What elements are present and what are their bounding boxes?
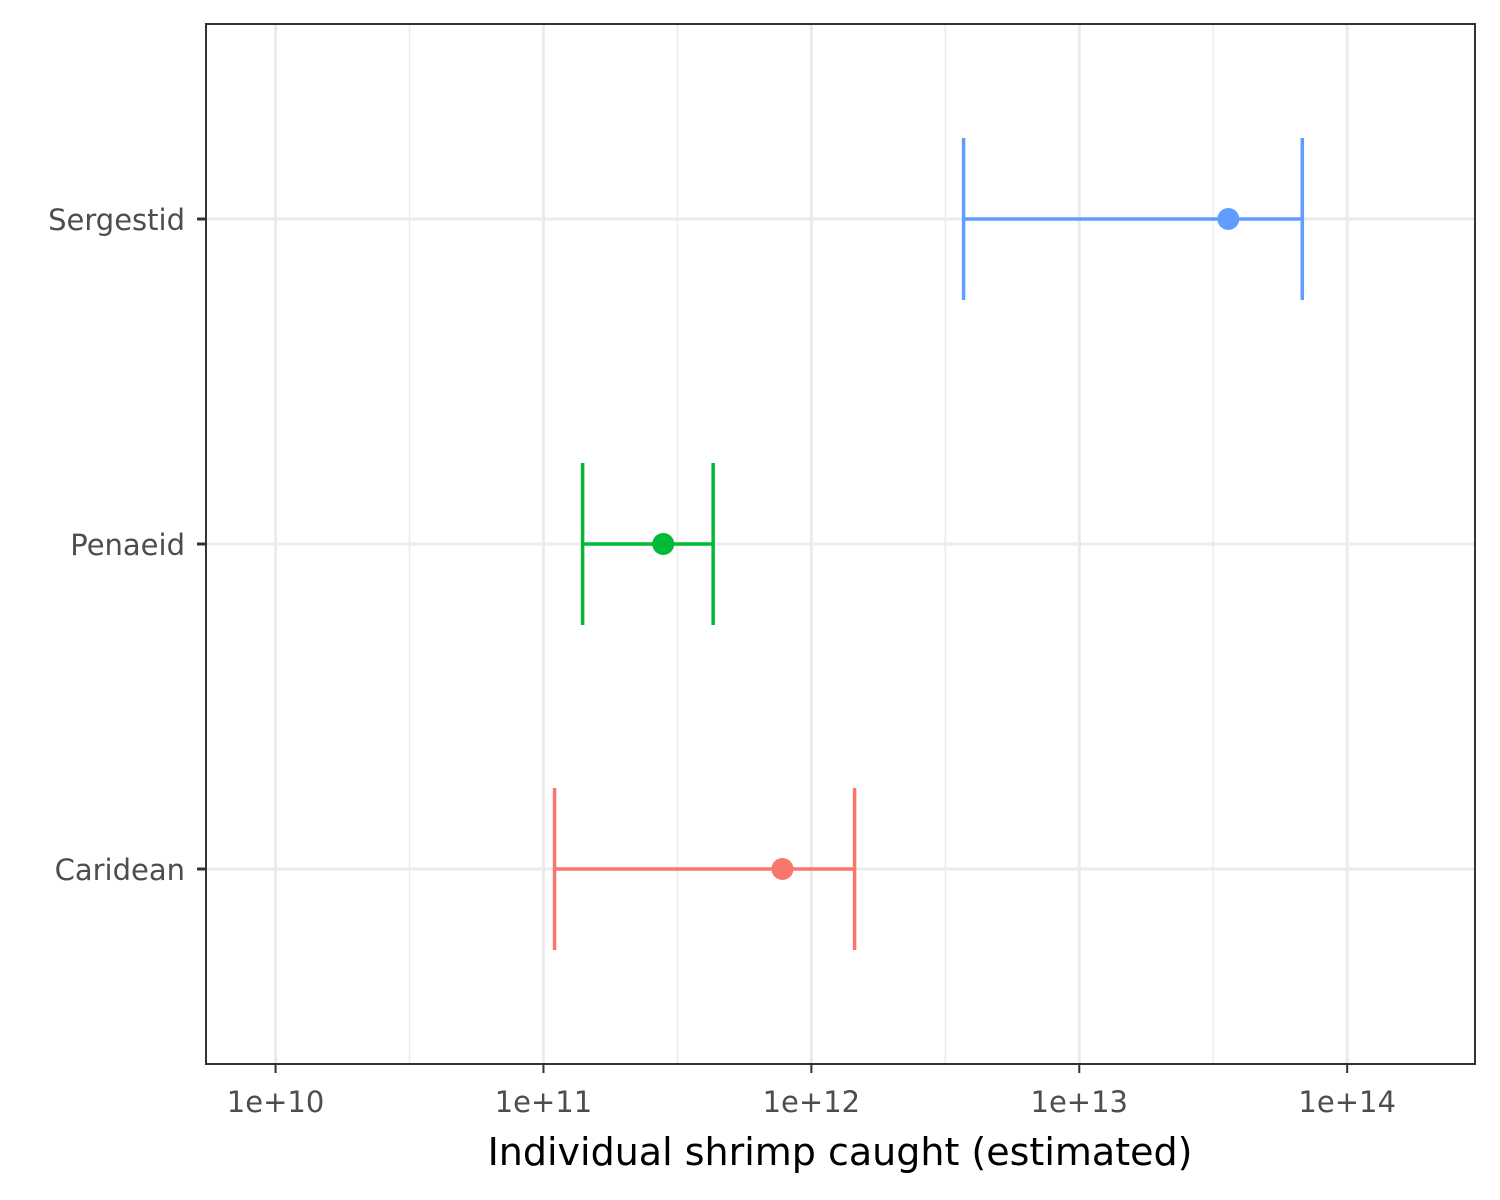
y-tick-label: Caridean — [55, 853, 185, 887]
estimate-point — [771, 858, 794, 880]
marks — [552, 138, 1305, 950]
estimate-point — [1217, 208, 1240, 230]
x-tick-label: 1e+11 — [495, 1085, 593, 1119]
x-tick-label: 1e+12 — [763, 1085, 861, 1119]
axes: 1e+10 1e+11 1e+12 1e+13 1e+14 Caridean Penaeid… — [48, 203, 1396, 1119]
x-tick-label: 1e+14 — [1298, 1085, 1396, 1119]
y-tick-label: Sergestid — [48, 203, 185, 237]
x-axis-title: Individual shrimp caught (estimated) — [488, 1130, 1193, 1174]
x-tick-label: 1e+10 — [227, 1085, 325, 1119]
estimate-point — [652, 533, 675, 555]
x-tick-label: 1e+13 — [1031, 1085, 1129, 1119]
y-tick-label: Penaeid — [70, 528, 185, 562]
